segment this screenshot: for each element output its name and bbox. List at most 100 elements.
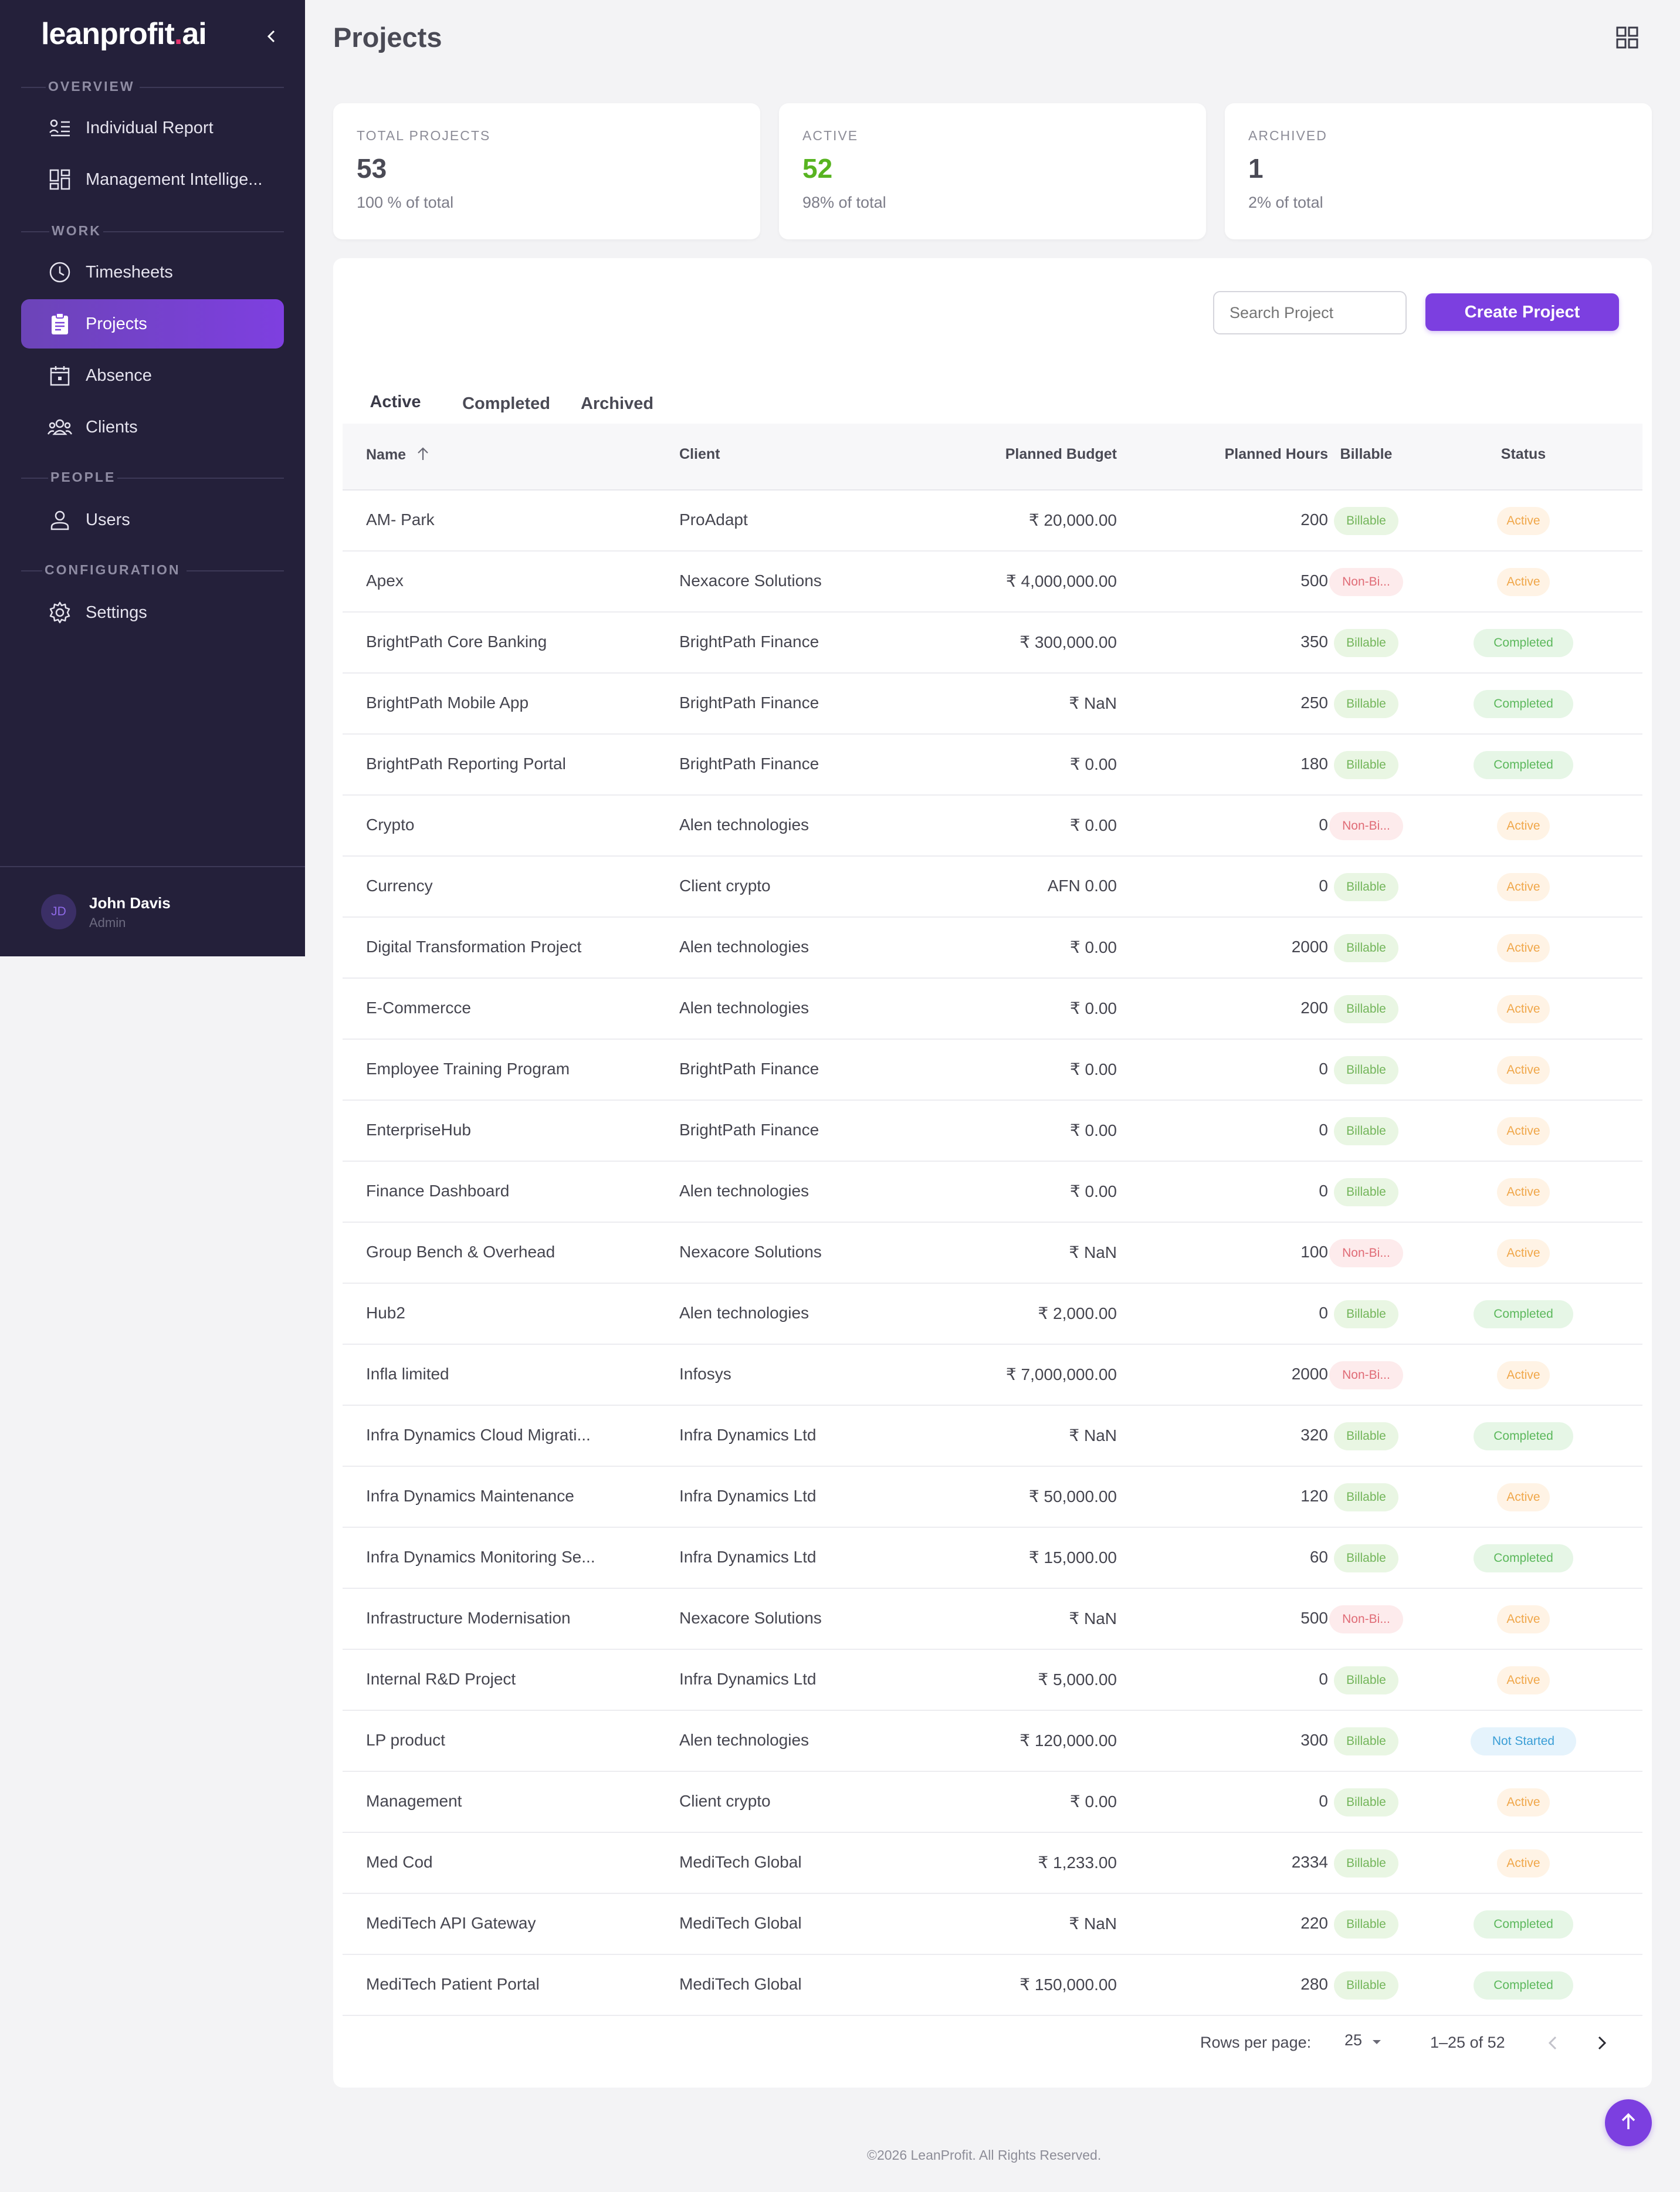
sort-ascending-icon[interactable] [410,446,431,463]
cell-hours: 2334 [1291,1853,1328,1871]
status-badge: Active [1497,1483,1550,1511]
column-header-name[interactable]: Name [366,446,431,464]
table-row[interactable]: Finance Dashboard Alen technologies ₹ 0.00… [343,1162,1642,1223]
chevron-down-icon[interactable] [1369,2031,1384,2055]
cell-name[interactable]: Infla limited [366,1365,449,1383]
cell-client: Alen technologies [679,816,809,834]
sidebar-item-projects[interactable]: Projects [21,299,284,349]
table-row[interactable]: MediTech Patient Portal MediTech Global ₹ … [343,1955,1642,2016]
cell-name[interactable]: BrightPath Mobile App [366,694,529,712]
column-header-budget[interactable]: Planned Budget [1005,446,1117,462]
cell-name[interactable]: AM- Park [366,510,435,529]
table-row[interactable]: AM- Park ProAdapt ₹ 20,000.00 200 Billable Ac… [343,491,1642,552]
table-row[interactable]: EnterpriseHub BrightPath Finance ₹ 0.00 0 Bi… [343,1101,1642,1162]
table-row[interactable]: Infla limited Infosys ₹ 7,000,000.00 2000 No… [343,1345,1642,1406]
cell-name[interactable]: Digital Transformation Project [366,938,582,956]
table-row[interactable]: Digital Transformation Project Alen techn… [343,918,1642,979]
sidebar-divider [0,866,305,867]
cell-name[interactable]: Infra Dynamics Cloud Migrati... [366,1426,591,1444]
cell-name[interactable]: MediTech API Gateway [366,1914,536,1932]
status-badge: Active [1497,1849,1550,1878]
sidebar-item-timesheets[interactable]: Timesheets [21,248,284,297]
cell-hours: 0 [1319,1304,1328,1322]
tab-completed[interactable]: Completed [462,394,550,413]
user-name: John Davis [89,894,171,912]
cell-name[interactable]: LP product [366,1731,445,1749]
billable-badge: Billable [1334,1483,1398,1511]
table-row[interactable]: BrightPath Mobile App BrightPath Finance ₹… [343,674,1642,735]
cell-name[interactable]: Apex [366,571,404,590]
status-badge: Active [1497,507,1550,535]
cell-name[interactable]: Internal R&D Project [366,1670,516,1688]
table-row[interactable]: Internal R&D Project Infra Dynamics Ltd ₹ … [343,1650,1642,1711]
dashboard-icon [47,167,73,192]
table-row[interactable]: Crypto Alen technologies ₹ 0.00 0 Non-Bi... A… [343,796,1642,857]
sidebar-item-absence[interactable]: Absence [21,351,284,400]
next-page-icon[interactable] [1591,2030,1612,2061]
table-row[interactable]: Hub2 Alen technologies ₹ 2,000.00 0 Billable… [343,1284,1642,1345]
column-header-status[interactable]: Status [1501,446,1546,462]
cell-name[interactable]: E-Commercce [366,999,471,1017]
table-row[interactable]: Infrastructure Modernisation Nexacore Sol… [343,1589,1642,1650]
table-row[interactable]: LP product Alen technologies ₹ 120,000.00 3… [343,1711,1642,1772]
tab-archived[interactable]: Archived [580,394,654,413]
table-row[interactable]: Currency Client crypto AFN 0.00 0 Billable Ac… [343,857,1642,918]
section-configuration: CONFIGURATION [21,562,284,580]
cell-client: Alen technologies [679,938,809,956]
status-badge: Active [1497,568,1550,596]
previous-page-icon[interactable] [1543,2030,1564,2061]
cell-name[interactable]: Crypto [366,816,415,834]
cell-name[interactable]: Infra Dynamics Monitoring Se... [366,1548,595,1566]
search-input[interactable] [1213,291,1407,334]
billable-badge: Billable [1334,1178,1398,1206]
column-header-client[interactable]: Client [679,446,720,462]
table-row[interactable]: Infra Dynamics Cloud Migrati... Infra Dyn… [343,1406,1642,1467]
sidebar-item-users[interactable]: Users [21,495,284,544]
cell-name[interactable]: MediTech Patient Portal [366,1975,540,1993]
rows-per-page-select[interactable]: 25 [1344,2031,1363,2049]
table-row[interactable]: Group Bench & Overhead Nexacore Solutions… [343,1223,1642,1284]
table-row[interactable]: Apex Nexacore Solutions ₹ 4,000,000.00 500 N… [343,552,1642,613]
sidebar-item-clients[interactable]: Clients [21,402,284,452]
column-header-billable[interactable]: Billable [1340,446,1393,462]
status-badge: Completed [1474,1300,1573,1328]
cell-name[interactable]: Infra Dynamics Maintenance [366,1487,574,1505]
cell-name[interactable]: BrightPath Core Banking [366,632,547,651]
create-project-button[interactable]: Create Project [1425,293,1619,331]
cell-name[interactable]: Infrastructure Modernisation [366,1609,571,1627]
cell-name[interactable]: BrightPath Reporting Portal [366,755,566,773]
table-row[interactable]: Employee Training Program BrightPath Fina… [343,1040,1642,1101]
grid-view-icon[interactable] [1615,26,1639,49]
table-row[interactable]: MediTech API Gateway MediTech Global ₹ NaN… [343,1894,1642,1955]
app-logo[interactable]: leanprofit.ai [41,17,207,51]
billable-badge: Non-Bi... [1329,1239,1403,1267]
scroll-to-top-button[interactable] [1605,2099,1652,2146]
cell-name[interactable]: Hub2 [366,1304,405,1322]
table-row[interactable]: Infra Dynamics Monitoring Se... Infra Dyn… [343,1528,1642,1589]
table-row[interactable]: Med Cod MediTech Global ₹ 1,233.00 2334 Bill… [343,1833,1642,1894]
table-row[interactable]: Management Client crypto ₹ 0.00 0 Billable Ac… [343,1772,1642,1833]
status-badge: Active [1497,1361,1550,1389]
cell-name[interactable]: Currency [366,877,433,895]
cell-name[interactable]: EnterpriseHub [366,1121,471,1139]
cell-name[interactable]: Group Bench & Overhead [366,1243,556,1261]
sidebar-item-settings[interactable]: Settings [21,588,284,637]
user-icon [47,507,73,533]
status-badge: Active [1497,1056,1550,1084]
table-row[interactable]: E-Commercce Alen technologies ₹ 0.00 200 Bil… [343,979,1642,1040]
status-badge: Completed [1474,1544,1573,1572]
cell-client: Infra Dynamics Ltd [679,1487,817,1505]
cell-name[interactable]: Employee Training Program [366,1060,570,1078]
table-row[interactable]: BrightPath Reporting Portal BrightPath Fi… [343,735,1642,796]
column-header-hours[interactable]: Planned Hours [1224,446,1328,462]
cell-name[interactable]: Med Cod [366,1853,433,1871]
cell-client: Infra Dynamics Ltd [679,1426,817,1444]
cell-name[interactable]: Management [366,1792,462,1810]
collapse-sidebar-icon[interactable] [263,26,280,47]
table-row[interactable]: BrightPath Core Banking BrightPath Financ… [343,613,1642,674]
table-row[interactable]: Infra Dynamics Maintenance Infra Dynamics… [343,1467,1642,1528]
avatar[interactable]: JD [41,894,76,929]
sidebar-item-management-intelligence[interactable]: Management Intellige... [21,155,284,204]
sidebar-item-individual-report[interactable]: Individual Report [21,103,284,153]
cell-name[interactable]: Finance Dashboard [366,1182,510,1200]
